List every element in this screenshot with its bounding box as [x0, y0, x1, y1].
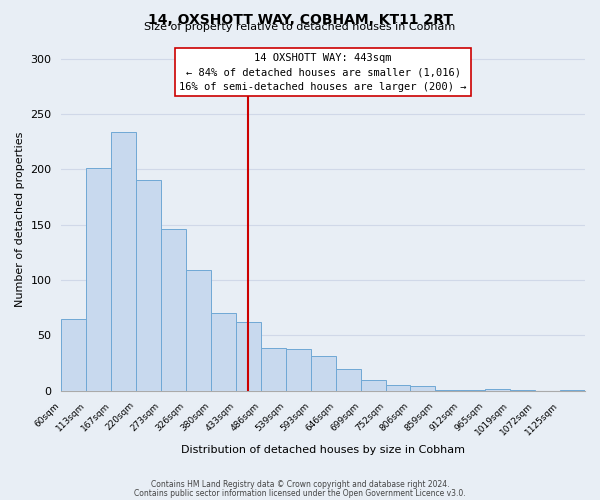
Bar — [335, 368, 361, 391]
Text: 14, OXSHOTT WAY, COBHAM, KT11 2RT: 14, OXSHOTT WAY, COBHAM, KT11 2RT — [148, 12, 452, 26]
Bar — [510, 390, 535, 391]
Bar — [386, 386, 410, 391]
Text: Size of property relative to detached houses in Cobham: Size of property relative to detached ho… — [145, 22, 455, 32]
Bar — [236, 322, 261, 391]
Text: Contains public sector information licensed under the Open Government Licence v3: Contains public sector information licen… — [134, 488, 466, 498]
Bar — [361, 380, 386, 391]
Bar — [560, 390, 585, 391]
Bar — [186, 270, 211, 391]
Bar — [460, 390, 485, 391]
Bar — [86, 168, 111, 391]
Bar — [161, 229, 186, 391]
Text: Contains HM Land Registry data © Crown copyright and database right 2024.: Contains HM Land Registry data © Crown c… — [151, 480, 449, 489]
Bar — [311, 356, 335, 391]
X-axis label: Distribution of detached houses by size in Cobham: Distribution of detached houses by size … — [181, 445, 465, 455]
Bar — [111, 132, 136, 391]
Bar — [261, 348, 286, 391]
Text: 14 OXSHOTT WAY: 443sqm
← 84% of detached houses are smaller (1,016)
16% of semi-: 14 OXSHOTT WAY: 443sqm ← 84% of detached… — [179, 52, 467, 92]
Bar — [61, 319, 86, 391]
Bar — [410, 386, 436, 391]
Bar — [286, 348, 311, 391]
Bar — [211, 314, 236, 391]
Bar — [485, 388, 510, 391]
Y-axis label: Number of detached properties: Number of detached properties — [15, 132, 25, 307]
Bar — [436, 390, 460, 391]
Bar — [136, 180, 161, 391]
